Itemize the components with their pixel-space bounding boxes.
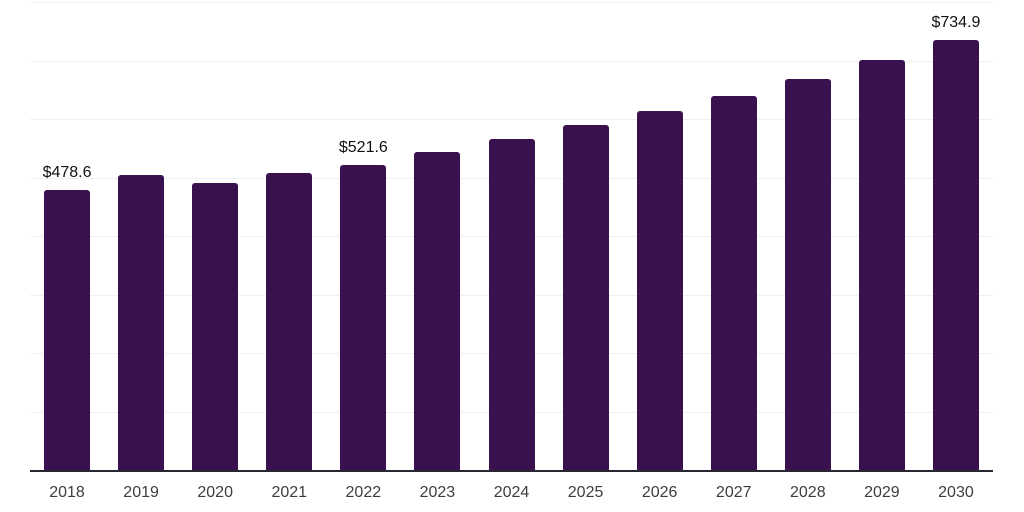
gridline bbox=[30, 60, 993, 62]
gridline bbox=[30, 2, 993, 3]
bar-2026[interactable] bbox=[636, 111, 683, 470]
bar-2029[interactable] bbox=[858, 59, 905, 470]
bar-2027[interactable] bbox=[710, 95, 757, 470]
bar-2020[interactable] bbox=[192, 183, 239, 470]
x-tick-label-2023: 2023 bbox=[419, 484, 456, 501]
bar-value-label-2030: $734.9 bbox=[931, 14, 981, 32]
bar-2030[interactable] bbox=[932, 40, 979, 470]
x-tick-label-2027: 2027 bbox=[715, 484, 752, 501]
bar-2025[interactable] bbox=[562, 125, 609, 470]
bar-2028[interactable] bbox=[784, 78, 831, 470]
x-tick-label-2029: 2029 bbox=[864, 484, 900, 501]
bar-value-label-2022: $521.6 bbox=[338, 138, 388, 156]
gridline bbox=[30, 119, 993, 120]
x-tick-label-2018: 2018 bbox=[49, 484, 85, 501]
bar-2022[interactable] bbox=[340, 164, 387, 470]
bar-2024[interactable] bbox=[488, 138, 535, 470]
x-tick-label-2024: 2024 bbox=[493, 484, 530, 501]
x-tick-label-2028: 2028 bbox=[790, 484, 826, 501]
bar-2018[interactable] bbox=[44, 190, 91, 470]
bar-2019[interactable] bbox=[118, 174, 165, 470]
x-tick-label-2022: 2022 bbox=[345, 484, 382, 501]
bar-2023[interactable] bbox=[414, 152, 461, 470]
x-axis-line bbox=[30, 470, 993, 472]
x-tick-label-2020: 2020 bbox=[197, 484, 233, 501]
x-tick-label-2030: 2030 bbox=[938, 484, 974, 501]
bar-2021[interactable] bbox=[266, 172, 313, 470]
x-tick-label-2019: 2019 bbox=[123, 484, 159, 501]
x-tick-label-2025: 2025 bbox=[567, 484, 604, 501]
bar-value-label-2018: $478.6 bbox=[42, 164, 92, 182]
x-tick-label-2021: 2021 bbox=[271, 484, 308, 501]
x-tick-label-2026: 2026 bbox=[641, 484, 678, 501]
